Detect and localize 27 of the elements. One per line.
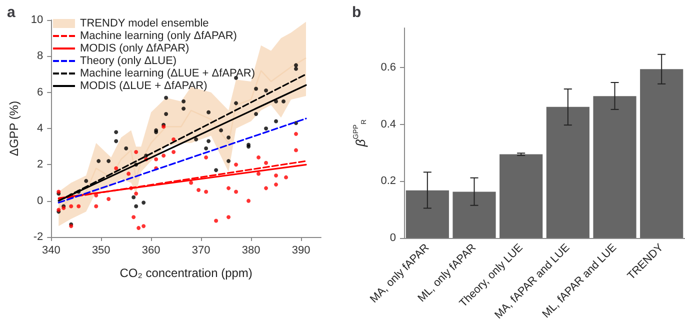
y-tick-label: 2 bbox=[37, 158, 44, 171]
chart-title: b bbox=[352, 4, 362, 21]
legend-label: Machine learning (ΔLUE + ΔfAPAR) bbox=[80, 68, 255, 80]
y-tick-label: 0.2 bbox=[380, 175, 396, 188]
y-tick-label: 10 bbox=[30, 14, 44, 26]
legend-label: MODIS (ΔLUE + ΔfAPAR) bbox=[80, 80, 208, 92]
legend-label: TRENDY model ensemble bbox=[80, 18, 209, 30]
y-tick-label: 8 bbox=[37, 50, 44, 62]
x-tick-label: 350 bbox=[92, 244, 110, 256]
y-tick-label: 6 bbox=[37, 86, 44, 98]
x-tick-label: 340 bbox=[42, 244, 60, 256]
legend-label: MODIS (only ΔfAPAR) bbox=[80, 42, 190, 54]
y-tick-label: 0 bbox=[37, 194, 44, 207]
legend-label: Theory (only ΔLUE) bbox=[80, 55, 177, 67]
legend-label: Machine learning (only ΔfAPAR) bbox=[80, 30, 237, 42]
y-tick-label: -2 bbox=[33, 231, 44, 243]
x-tick-label: 380 bbox=[242, 244, 260, 256]
x-tick-label: 360 bbox=[142, 244, 160, 256]
x-tick-label: 370 bbox=[192, 244, 210, 256]
y-tick-label: 0.6 bbox=[380, 62, 396, 74]
y-axis-title: ΔGPP (%) bbox=[7, 100, 21, 156]
chart-title: a bbox=[7, 4, 16, 21]
y-tick-label: 0.4 bbox=[380, 118, 396, 130]
x-tick-label: 390 bbox=[292, 244, 310, 256]
y-tick-label: 0 bbox=[390, 232, 396, 244]
x-axis-title: CO₂ concentration (ppm) bbox=[120, 266, 252, 280]
y-tick-label: 4 bbox=[37, 122, 44, 134]
